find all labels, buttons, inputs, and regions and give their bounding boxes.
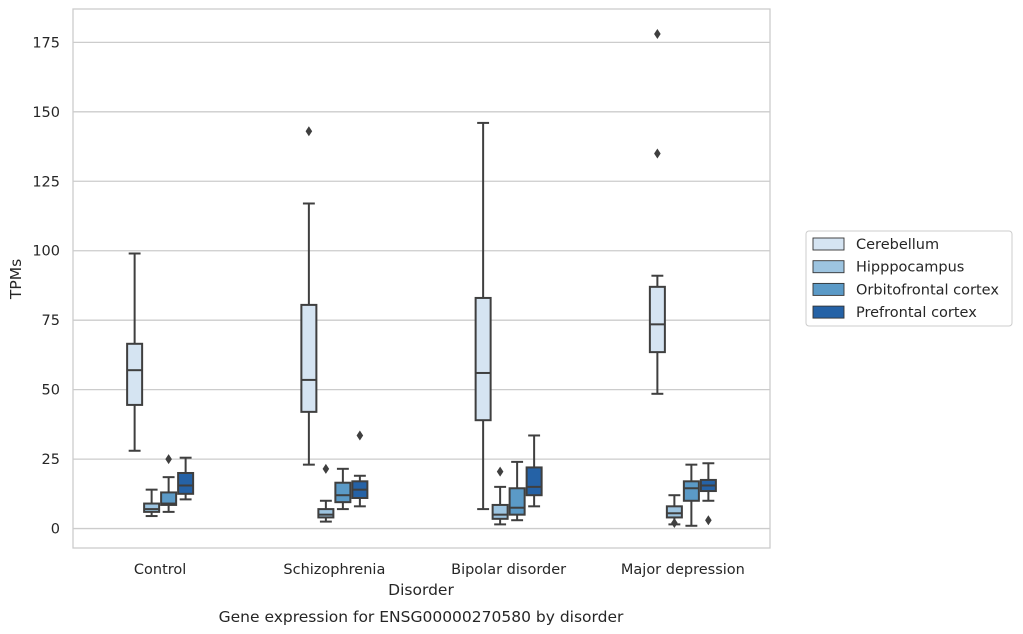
- x-tick-label: Bipolar disorder: [451, 562, 566, 578]
- chart-caption: Gene expression for ENSG00000270580 by d…: [219, 608, 624, 626]
- y-tick-label: 75: [42, 313, 60, 329]
- legend-swatch: [812, 305, 845, 319]
- legend-label: Orbitofrontal cortex: [856, 282, 999, 298]
- outlier-point: [654, 29, 661, 40]
- box-prefrontal-cortex: [525, 434, 543, 508]
- iqr-box: [160, 491, 178, 506]
- box-cerebellum: [648, 29, 666, 395]
- iqr-box: [334, 481, 352, 504]
- legend-swatch: [812, 260, 845, 274]
- legend-swatch: [812, 282, 845, 296]
- legend-label: Cerebellum: [856, 237, 939, 253]
- x-tick-label: Control: [134, 562, 186, 578]
- iqr-box: [682, 480, 700, 502]
- outlier-point: [705, 515, 712, 526]
- box-cerebellum: [126, 252, 144, 452]
- box-hipppocampus: [143, 488, 161, 518]
- iqr-box: [177, 471, 195, 495]
- y-tick-label: 100: [32, 244, 60, 260]
- legend-frame: [805, 230, 1013, 327]
- outlier-point: [356, 430, 364, 441]
- x-axis-title: Disorder: [388, 581, 454, 599]
- box-hipppocampus: [665, 494, 683, 528]
- box-orbitofrontal-cortex: [160, 454, 178, 513]
- x-tick-labels: Control Schizophrenia Bipolar disorder Majo…: [134, 562, 745, 578]
- y-tick-label: 25: [42, 452, 60, 468]
- iqr-box: [665, 505, 683, 519]
- y-tick-label: 125: [32, 174, 60, 190]
- box-orbitofrontal-cortex: [682, 463, 700, 527]
- legend: Cerebellum Hipppocampus Orbitofrontal cort…: [805, 230, 1013, 327]
- y-axis-title: TPMs: [7, 259, 25, 300]
- iqr-box: [508, 487, 526, 516]
- gridlines: [73, 41, 770, 530]
- iqr-box: [126, 342, 144, 406]
- iqr-box: [474, 296, 492, 422]
- boxes: [126, 29, 717, 528]
- y-tick-label: 50: [42, 383, 60, 399]
- box-hipppocampus: [317, 463, 335, 523]
- box-orbitofrontal-cortex: [508, 460, 526, 522]
- iqr-box: [300, 303, 318, 413]
- legend-label: Prefrontal cortex: [856, 305, 977, 321]
- x-tick-label: Schizophrenia: [283, 562, 385, 578]
- plot-area: [72, 8, 771, 549]
- box-orbitofrontal-cortex: [334, 467, 352, 511]
- iqr-box: [317, 508, 335, 519]
- outlier-point: [322, 463, 330, 474]
- legend-label: Hipppocampus: [856, 260, 964, 276]
- box-cerebellum: [474, 121, 492, 511]
- iqr-box: [491, 503, 509, 520]
- y-tick-label: 175: [32, 35, 60, 51]
- outlier-point: [671, 517, 678, 528]
- y-tick-labels: 0 25 50 75 100 125 150 175: [32, 35, 60, 537]
- outlier-point: [165, 454, 172, 465]
- iqr-box: [525, 466, 543, 497]
- iqr-box: [648, 285, 666, 354]
- outlier-point: [305, 126, 313, 137]
- legend-swatch: [812, 237, 845, 251]
- y-tick-label: 150: [32, 105, 60, 121]
- iqr-box: [143, 502, 161, 513]
- outlier-point: [496, 466, 504, 477]
- box-hipppocampus: [491, 466, 509, 526]
- box-prefrontal-cortex: [177, 456, 195, 501]
- box-prefrontal-cortex: [351, 430, 369, 508]
- outlier-point: [654, 148, 661, 159]
- box-prefrontal-cortex: [699, 462, 717, 526]
- y-tick-label: 0: [51, 522, 60, 538]
- box-cerebellum: [300, 126, 318, 466]
- x-tick-label: Major depression: [621, 562, 745, 578]
